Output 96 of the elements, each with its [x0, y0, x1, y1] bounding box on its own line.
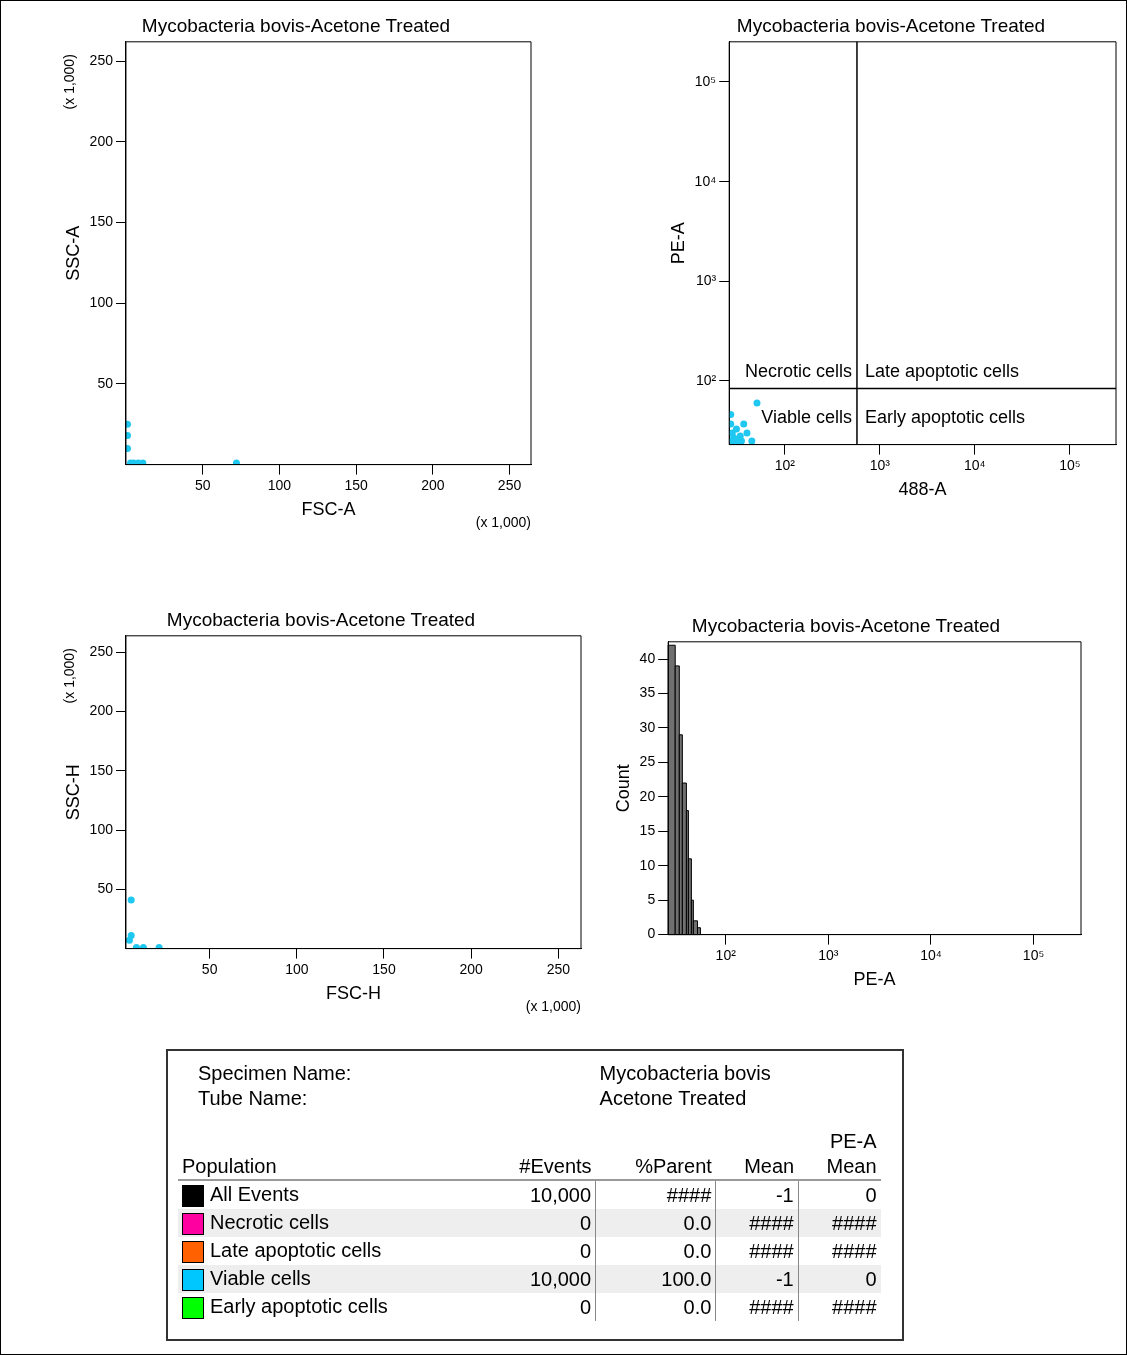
- y-tick-label: 15: [639, 822, 656, 839]
- y-tick-label: 35: [639, 684, 656, 701]
- text: #Events: [481, 1154, 596, 1180]
- text: ####: [715, 1237, 799, 1265]
- y-tick-label: 250: [89, 643, 114, 660]
- text: (x 1,000): [475, 513, 531, 530]
- y-tick-label: 200: [89, 132, 114, 149]
- chart-title: Mycobacteria bovis-Acetone Treated: [691, 614, 1001, 636]
- y-tick-label: 30: [639, 718, 656, 735]
- x-axis-title: FSC-H: [325, 983, 381, 1004]
- x-tick-label: 100: [267, 476, 292, 493]
- text: Mean: [715, 1154, 799, 1180]
- text: -1: [715, 1180, 799, 1209]
- text: (x 1,000): [60, 648, 77, 704]
- text: ####: [715, 1293, 799, 1321]
- x-axis-title: PE-A: [853, 969, 896, 990]
- y-tick-label: 10⁵: [694, 72, 717, 89]
- x-tick-label: 10⁴: [920, 946, 942, 963]
- text: Mean: [798, 1154, 881, 1180]
- x-axis-title: FSC-A: [301, 499, 356, 520]
- x-tick-label: 100: [285, 960, 309, 977]
- x-tick-label: 50: [194, 476, 211, 493]
- x-tick-label: 10⁵: [1059, 456, 1081, 473]
- text: ####: [715, 1209, 799, 1237]
- annotation: Early apoptotic cells: [864, 406, 1026, 427]
- category-label: Early apoptotic cells: [210, 1295, 388, 1318]
- text: 0: [481, 1209, 596, 1237]
- category-label: Late apoptotic cells: [210, 1239, 382, 1262]
- text: 10,000: [481, 1265, 596, 1293]
- y-tick-label: 100: [89, 294, 114, 311]
- text: 0: [481, 1237, 596, 1265]
- chart-title: Mycobacteria bovis-Acetone Treated: [141, 14, 451, 36]
- text: (x 1,000): [60, 54, 77, 110]
- y-tick-label: 100: [89, 820, 114, 837]
- y-tick-label: 150: [89, 213, 114, 230]
- y-axis-title: SSC-A: [62, 225, 83, 281]
- x-tick-label: 200: [421, 476, 445, 493]
- x-tick-label: 250: [546, 960, 571, 977]
- text: ####: [595, 1180, 716, 1209]
- text: 0: [798, 1180, 881, 1209]
- text: Specimen Name:: [197, 1061, 353, 1086]
- annotation: Necrotic cells: [744, 360, 852, 381]
- y-tick-label: 50: [97, 880, 114, 897]
- annotation: Viable cells: [761, 406, 852, 427]
- text: 0: [481, 1293, 596, 1321]
- y-tick-label: 10³: [695, 272, 717, 289]
- text: PE-A: [828, 1129, 878, 1154]
- category-label: Viable cells: [210, 1267, 311, 1290]
- text: Mycobacteria bovis: [598, 1061, 772, 1086]
- text: -1: [715, 1265, 799, 1293]
- y-axis-title: Count: [612, 764, 633, 813]
- y-tick-label: 5: [647, 891, 656, 908]
- x-tick-label: 150: [344, 476, 368, 493]
- text: 0.0: [595, 1237, 716, 1265]
- text: ####: [798, 1293, 881, 1321]
- x-tick-label: 250: [497, 476, 522, 493]
- y-tick-label: 25: [639, 753, 656, 770]
- text: Population: [178, 1154, 482, 1180]
- x-tick-label: 10²: [715, 946, 737, 963]
- y-axis-title: PE-A: [667, 222, 688, 265]
- text: 0: [798, 1265, 881, 1293]
- x-tick-label: 50: [201, 960, 218, 977]
- y-tick-label: 10⁴: [694, 172, 717, 189]
- annotation: Late apoptotic cells: [864, 360, 1020, 381]
- x-axis-title: 488-A: [898, 479, 947, 500]
- text: 10,000: [481, 1180, 596, 1209]
- text: 0.0: [595, 1293, 716, 1321]
- x-tick-label: 10⁵: [1022, 946, 1045, 963]
- x-tick-label: 10³: [818, 946, 839, 963]
- y-tick-label: 250: [89, 52, 114, 69]
- y-tick-label: 40: [639, 649, 656, 666]
- text: %Parent: [595, 1154, 716, 1180]
- chart-title: Mycobacteria bovis-Acetone Treated: [736, 14, 1046, 36]
- x-tick-label: 10⁴: [964, 456, 986, 473]
- text: ####: [798, 1237, 881, 1265]
- category-label: All Events: [210, 1183, 299, 1206]
- x-tick-label: 150: [372, 960, 396, 977]
- text: Acetone Treated: [598, 1086, 748, 1111]
- y-tick-label: 50: [97, 374, 114, 391]
- text: 100.0: [595, 1265, 716, 1293]
- x-tick-label: 10³: [869, 456, 891, 473]
- chart-title: Mycobacteria bovis-Acetone Treated: [166, 608, 476, 630]
- y-tick-label: 0: [647, 925, 656, 942]
- y-tick-label: 20: [639, 787, 656, 804]
- text: 0.0: [595, 1209, 716, 1237]
- text: ####: [798, 1209, 881, 1237]
- y-tick-label: 150: [89, 761, 114, 778]
- text: Tube Name:: [197, 1086, 309, 1111]
- y-axis-title: SSC-H: [62, 764, 83, 821]
- category-label: Necrotic cells: [210, 1211, 329, 1234]
- text: (x 1,000): [525, 997, 581, 1014]
- y-tick-label: 200: [89, 702, 114, 719]
- x-tick-label: 10²: [774, 456, 796, 473]
- x-tick-label: 200: [459, 960, 484, 977]
- y-tick-label: 10: [639, 856, 656, 873]
- y-tick-label: 10²: [695, 371, 717, 388]
